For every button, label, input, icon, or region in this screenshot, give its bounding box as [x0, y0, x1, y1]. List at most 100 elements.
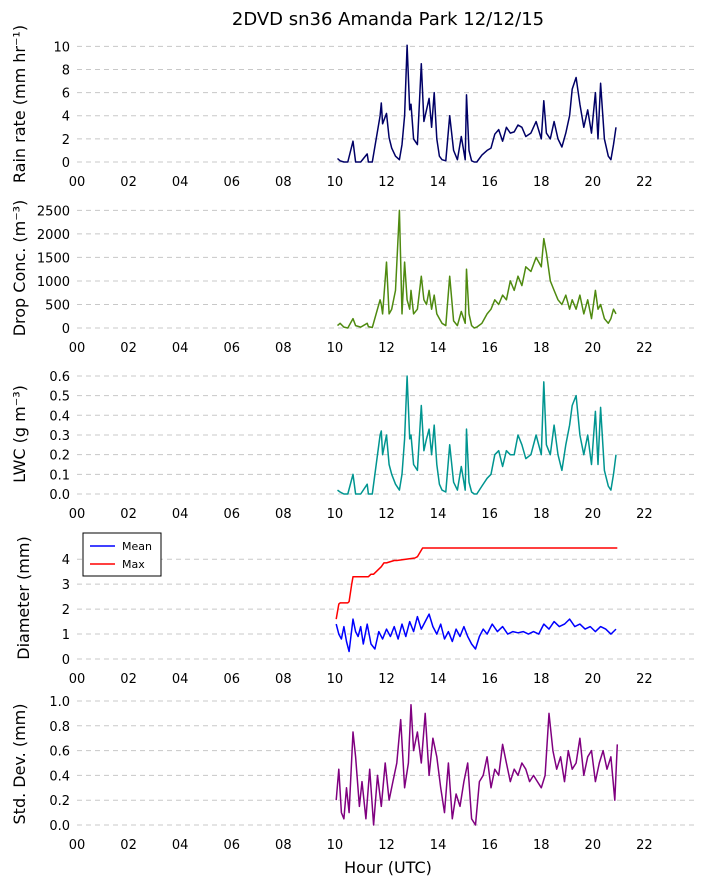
x-tick-label: 02 [120, 507, 137, 522]
x-tick-label: 14 [430, 838, 447, 853]
y-tick-label: 1500 [37, 251, 70, 266]
y-axis-label-std-dev: Std. Dev. (mm) [10, 704, 29, 825]
x-tick-label: 06 [223, 672, 240, 687]
x-tick-label: 22 [636, 341, 653, 356]
y-tick-label: 0.5 [49, 390, 70, 405]
y-tick-label: 0 [62, 156, 70, 171]
y-tick-label: 2000 [37, 228, 70, 243]
x-tick-label: 22 [636, 672, 653, 687]
x-tick-label: 16 [481, 507, 498, 522]
grid-rain-rate [77, 45, 696, 163]
x-tick-label: 04 [172, 672, 189, 687]
grid-std-dev [77, 700, 696, 826]
panel-drop-concentration: Drop Conc. (m⁻³) 0 500 1000 1500 2000 2500 00 0… [10, 200, 696, 356]
x-tick-label: 04 [172, 507, 189, 522]
x-tick-label: 20 [585, 175, 602, 190]
x-tick-label: 06 [223, 341, 240, 356]
x-tick-label: 22 [636, 507, 653, 522]
y-tick-label: 0.4 [49, 769, 70, 784]
x-tick-label: 12 [378, 175, 395, 190]
y-tick-label: 0 [62, 653, 70, 668]
x-tick-label: 00 [69, 175, 86, 190]
y-axis-label-diameter: Diameter (mm) [14, 536, 33, 659]
x-tick-label: 08 [275, 341, 292, 356]
x-tick-label: 02 [120, 341, 137, 356]
x-tick-label: 16 [481, 838, 498, 853]
x-tick-label: 16 [481, 175, 498, 190]
y-tick-label: 2500 [37, 204, 70, 219]
y-tick-label: 1000 [37, 275, 70, 290]
series-line-std-dev-0 [335, 703, 619, 826]
series-line-drop-concentration-0 [337, 209, 617, 329]
x-tick-label: 16 [481, 341, 498, 356]
y-tick-label: 0.0 [49, 819, 70, 834]
y-tick-label: 0 [62, 322, 70, 337]
y-tick-label: 0.6 [49, 370, 70, 385]
x-tick-label: 18 [533, 672, 550, 687]
y-axis-label-lwc: LWC (g m⁻³) [10, 385, 29, 483]
x-tick-label: 10 [327, 672, 344, 687]
x-tick-label: 14 [430, 175, 447, 190]
x-axis-label: Hour (UTC) [344, 858, 432, 877]
x-tick-label: 14 [430, 341, 447, 356]
x-tick-label: 04 [172, 341, 189, 356]
grid-diameter [77, 558, 696, 660]
x-tick-label: 22 [636, 838, 653, 853]
x-tick-label: 02 [120, 672, 137, 687]
x-tick-label: 08 [275, 838, 292, 853]
x-tick-label: 06 [223, 838, 240, 853]
x-tick-label: 04 [172, 838, 189, 853]
x-tick-label: 18 [533, 341, 550, 356]
y-tick-label: 3 [62, 578, 70, 593]
x-tick-label: 00 [69, 507, 86, 522]
y-tick-label: 500 [45, 298, 70, 313]
y-tick-label: 0.4 [49, 409, 70, 424]
x-tick-label: 04 [172, 175, 189, 190]
panel-std-dev: Std. Dev. (mm) 0.0 0.2 0.4 0.6 0.8 1.0 00 02 04 0… [10, 695, 696, 853]
x-tick-label: 10 [327, 507, 344, 522]
x-tick-label: 00 [69, 672, 86, 687]
x-tick-label: 12 [378, 672, 395, 687]
series-line-lwc-0 [337, 375, 617, 495]
y-tick-label: 0.3 [49, 429, 70, 444]
x-tick-label: 10 [327, 838, 344, 853]
series-line-rain-rate-0 [337, 44, 617, 163]
x-tick-label: 06 [223, 175, 240, 190]
x-tick-label: 12 [378, 341, 395, 356]
x-tick-label: 10 [327, 175, 344, 190]
x-tick-label: 08 [275, 672, 292, 687]
x-tick-label: 02 [120, 175, 137, 190]
x-tick-label: 22 [636, 175, 653, 190]
x-tick-label: 00 [69, 838, 86, 853]
y-tick-label: 0.1 [49, 468, 70, 483]
y-tick-label: 6 [62, 87, 70, 102]
y-axis-label-rain-rate: Rain rate (mm hr⁻¹) [10, 25, 29, 183]
y-tick-label: 0.2 [49, 794, 70, 809]
x-tick-label: 06 [223, 507, 240, 522]
y-tick-label: 2 [62, 603, 70, 618]
legend-label-mean: Mean [122, 540, 152, 553]
y-tick-label: 0.0 [49, 488, 70, 503]
x-tick-label: 20 [585, 341, 602, 356]
y-axis-label-drop-concentration: Drop Conc. (m⁻³) [10, 200, 29, 337]
y-tick-label: 10 [53, 40, 70, 55]
y-tick-label: 0.2 [49, 449, 70, 464]
series-line-diameter-max [335, 547, 618, 620]
chart-title: 2DVD sn36 Amanda Park 12/12/15 [232, 9, 544, 30]
x-tick-label: 18 [533, 175, 550, 190]
x-tick-label: 02 [120, 838, 137, 853]
y-tick-label: 1.0 [49, 695, 70, 710]
legend-box [82, 532, 162, 577]
y-tick-label: 0.6 [49, 745, 70, 760]
x-tick-label: 18 [533, 838, 550, 853]
y-tick-label: 8 [62, 63, 70, 78]
x-tick-label: 08 [275, 175, 292, 190]
y-tick-label: 2 [62, 133, 70, 148]
x-tick-label: 20 [585, 507, 602, 522]
x-tick-label: 08 [275, 507, 292, 522]
x-tick-label: 20 [585, 672, 602, 687]
x-tick-label: 18 [533, 507, 550, 522]
